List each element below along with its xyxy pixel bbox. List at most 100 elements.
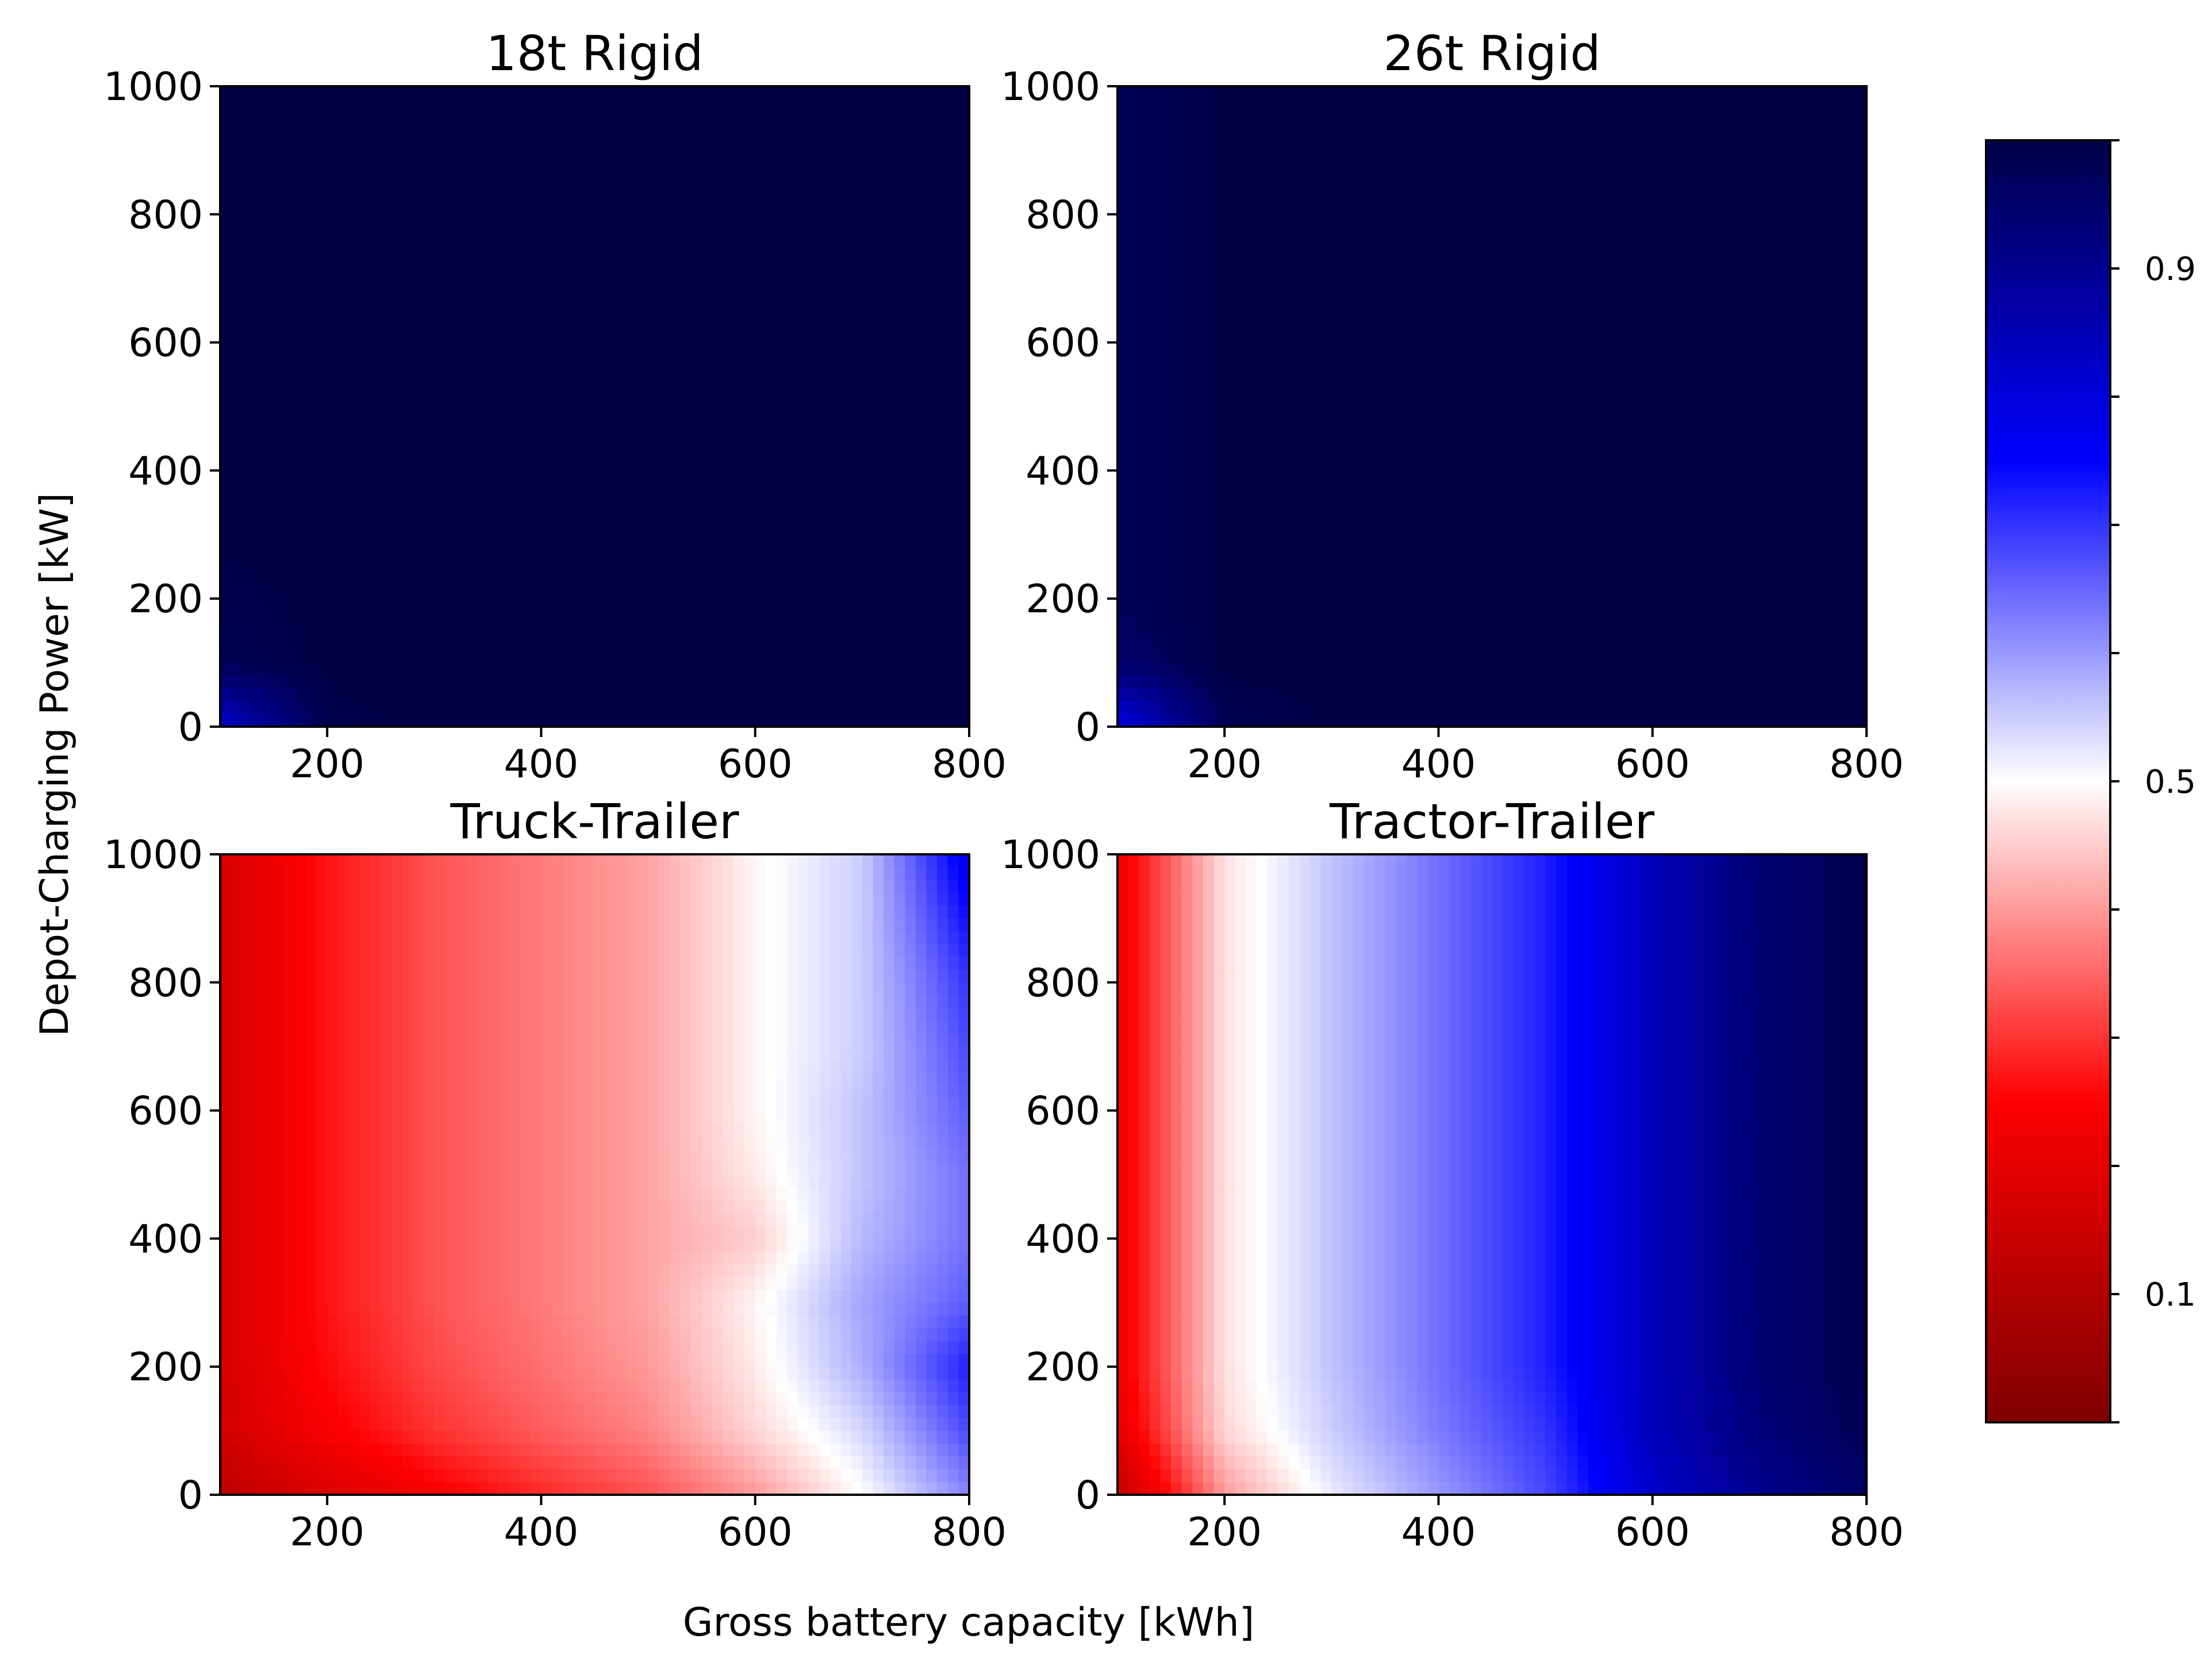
heatmap-cell bbox=[391, 175, 403, 190]
heatmap-cell bbox=[669, 112, 681, 125]
heatmap-cell bbox=[220, 483, 232, 497]
heatmap-cell bbox=[958, 317, 969, 331]
heatmap-cell bbox=[766, 355, 777, 369]
heatmap-cell bbox=[937, 317, 948, 331]
heatmap-cell bbox=[263, 713, 274, 727]
heatmap-cell bbox=[466, 458, 478, 471]
heatmap-cell bbox=[862, 675, 874, 689]
heatmap-cell bbox=[370, 458, 382, 471]
heatmap-cell bbox=[905, 573, 916, 586]
heatmap-cell bbox=[252, 444, 264, 458]
heatmap-cell bbox=[1588, 317, 1600, 331]
heatmap-cell bbox=[487, 547, 499, 561]
heatmap-cell bbox=[316, 560, 328, 574]
heatmap-cell bbox=[1395, 112, 1407, 125]
heatmap-cell bbox=[231, 112, 243, 125]
heatmap-cell bbox=[1684, 201, 1696, 215]
heatmap-cell bbox=[295, 329, 306, 343]
heatmap-cell bbox=[1299, 214, 1311, 228]
heatmap-cell bbox=[787, 124, 798, 138]
heatmap-cell bbox=[723, 214, 735, 228]
heatmap-cell bbox=[1299, 240, 1311, 254]
heatmap-cell bbox=[1781, 189, 1792, 202]
heatmap-cell bbox=[1524, 163, 1535, 176]
heatmap-cell bbox=[413, 150, 424, 164]
heatmap-cell bbox=[284, 483, 296, 497]
heatmap-cell bbox=[1246, 240, 1257, 254]
heatmap-cell bbox=[1149, 137, 1161, 151]
heatmap-cell bbox=[1642, 291, 1653, 305]
heatmap-cell bbox=[605, 355, 617, 369]
heatmap-cell bbox=[530, 598, 542, 612]
heatmap-cell bbox=[1267, 163, 1279, 176]
heatmap-cell bbox=[840, 368, 852, 382]
heatmap-cell bbox=[263, 342, 274, 356]
heatmap-cell bbox=[1631, 150, 1642, 164]
heatmap-cell bbox=[434, 585, 446, 599]
heatmap-cell bbox=[798, 560, 809, 574]
heatmap-cell bbox=[937, 624, 948, 638]
heatmap-cell bbox=[381, 163, 392, 176]
heatmap-cell bbox=[1770, 252, 1781, 266]
heatmap-cell bbox=[295, 189, 306, 202]
heatmap-cell bbox=[487, 534, 499, 548]
heatmap-cell bbox=[1406, 175, 1418, 190]
heatmap-cell bbox=[220, 214, 232, 228]
heatmap-cell bbox=[840, 419, 852, 433]
heatmap-cell bbox=[252, 291, 264, 305]
heatmap-cell bbox=[1716, 163, 1728, 176]
heatmap-cell bbox=[926, 86, 938, 100]
heatmap-cell bbox=[594, 175, 606, 190]
heatmap-cell bbox=[1684, 86, 1696, 100]
heatmap-cell bbox=[316, 304, 328, 317]
heatmap-cell bbox=[423, 252, 435, 266]
heatmap-cell bbox=[552, 86, 563, 100]
heatmap-cell bbox=[840, 86, 852, 100]
heatmap-cell bbox=[723, 265, 735, 279]
heatmap-cell bbox=[1192, 150, 1204, 164]
heatmap-cell bbox=[787, 534, 798, 548]
heatmap-cell bbox=[541, 150, 552, 164]
heatmap-cell bbox=[381, 112, 392, 125]
heatmap-cell bbox=[359, 560, 371, 574]
heatmap-cell bbox=[787, 150, 798, 164]
heatmap-cell bbox=[947, 329, 959, 343]
heatmap-cell bbox=[958, 444, 969, 458]
heatmap-cell bbox=[220, 624, 232, 638]
heatmap-cell bbox=[520, 713, 531, 727]
heatmap-cell bbox=[926, 368, 938, 382]
heatmap-cell bbox=[766, 227, 777, 241]
heatmap-cell bbox=[530, 624, 542, 638]
heatmap-cell bbox=[263, 265, 274, 279]
heatmap-cell bbox=[1246, 137, 1257, 151]
heatmap-cell bbox=[1364, 163, 1375, 176]
heatmap-cell bbox=[873, 662, 884, 676]
heatmap-cell bbox=[1599, 189, 1611, 202]
heatmap-cell bbox=[1620, 252, 1632, 266]
heatmap-cell bbox=[1181, 163, 1193, 176]
heatmap-cell bbox=[840, 189, 852, 202]
heatmap-cell bbox=[798, 163, 809, 176]
heatmap-cell bbox=[873, 355, 884, 369]
heatmap-cell bbox=[498, 112, 510, 125]
heatmap-cell bbox=[1845, 214, 1857, 228]
heatmap-cell bbox=[701, 662, 713, 676]
heatmap-cell bbox=[231, 368, 243, 382]
heatmap-cell bbox=[541, 201, 552, 215]
heatmap-cell bbox=[776, 560, 788, 574]
heatmap-cell bbox=[894, 175, 906, 190]
heatmap-cell bbox=[1524, 265, 1535, 279]
heatmap-cell bbox=[947, 585, 959, 599]
heatmap-cell bbox=[381, 175, 392, 190]
heatmap-cell bbox=[1823, 163, 1835, 176]
heatmap-cell bbox=[241, 406, 253, 420]
heatmap-cell bbox=[648, 675, 659, 689]
heatmap-cell bbox=[1695, 99, 1707, 113]
heatmap-cell bbox=[755, 650, 767, 663]
heatmap-cell bbox=[1791, 329, 1803, 343]
heatmap-cell bbox=[327, 406, 339, 420]
heatmap-cell bbox=[337, 432, 350, 446]
heatmap-cell bbox=[1673, 214, 1685, 228]
heatmap-cell bbox=[337, 662, 350, 676]
heatmap-cell bbox=[884, 662, 895, 676]
